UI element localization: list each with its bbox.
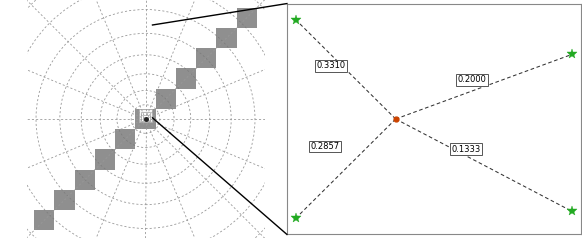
Bar bbox=[136, 109, 155, 129]
Text: 0.3310: 0.3310 bbox=[317, 61, 346, 70]
Bar bbox=[155, 89, 176, 109]
Bar bbox=[176, 69, 196, 89]
Bar bbox=[115, 129, 136, 149]
Text: 0.2857: 0.2857 bbox=[310, 142, 339, 151]
Bar bbox=[196, 48, 217, 69]
Bar bbox=[95, 149, 115, 169]
Bar bbox=[74, 170, 95, 190]
Bar bbox=[34, 210, 55, 230]
Bar bbox=[55, 190, 74, 210]
Bar bbox=[236, 8, 257, 28]
Text: 0.1333: 0.1333 bbox=[452, 144, 481, 154]
Bar bbox=[141, 112, 150, 121]
Bar bbox=[143, 115, 148, 120]
Bar bbox=[139, 109, 152, 122]
Bar bbox=[217, 28, 236, 48]
Text: 0.2000: 0.2000 bbox=[457, 75, 487, 84]
